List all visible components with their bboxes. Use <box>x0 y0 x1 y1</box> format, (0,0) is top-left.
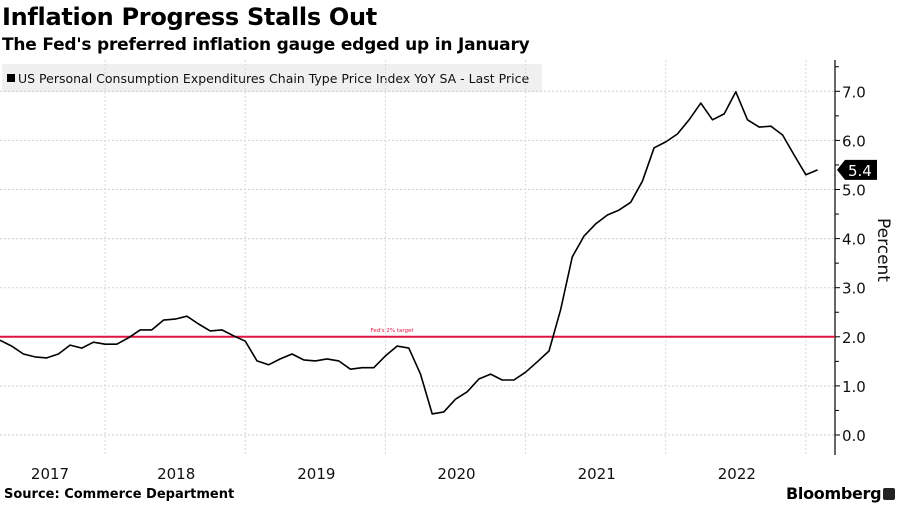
y-tick-label: 2.0 <box>842 329 866 347</box>
pce-series-line <box>0 91 818 415</box>
last-value-label: 5.4 <box>848 162 872 180</box>
x-tick-label: 2017 <box>31 465 69 483</box>
y-tick-label: 5.0 <box>842 182 866 200</box>
x-tick-label: 2021 <box>578 465 616 483</box>
legend: US Personal Consumption Expenditures Cha… <box>2 64 542 92</box>
bloomberg-chart-icon <box>883 488 895 500</box>
y-tick-label: 1.0 <box>842 378 866 396</box>
y-axis-label: Percent <box>873 218 893 282</box>
y-tick-label: 6.0 <box>842 132 866 150</box>
x-tick-label: 2018 <box>157 465 195 483</box>
x-tick-label: 2019 <box>297 465 335 483</box>
chart-title: Inflation Progress Stalls Out <box>2 3 377 31</box>
brand-logo: Bloomberg <box>786 484 882 503</box>
source-note: Source: Commerce Department <box>4 487 235 502</box>
fed-target-label: Fed's 2% target <box>370 328 414 334</box>
chart-subtitle: The Fed's preferred inflation gauge edge… <box>2 35 530 55</box>
x-tick-label: 2020 <box>437 465 475 483</box>
x-tick-label: 2022 <box>718 465 756 483</box>
y-tick-label: 3.0 <box>842 280 866 298</box>
last-value-flag <box>837 159 877 180</box>
y-tick-label: 0.0 <box>842 427 866 445</box>
y-tick-label: 4.0 <box>842 231 866 249</box>
legend-label: US Personal Consumption Expenditures Cha… <box>18 70 530 86</box>
legend-swatch <box>7 74 15 82</box>
y-tick-label: 7.0 <box>842 83 866 101</box>
